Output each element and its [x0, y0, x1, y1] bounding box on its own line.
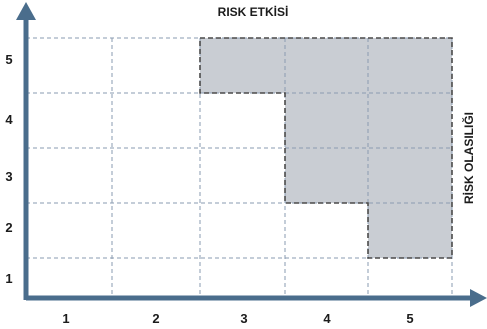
x-axis-arrow-icon [470, 289, 487, 307]
x-axis-title: RISK ETKİSİ [218, 4, 289, 19]
shaded-cell-5-4 [368, 93, 452, 148]
shaded-cell-4-5 [285, 38, 368, 93]
x-tick-3: 3 [240, 311, 247, 326]
risk-boundary-line [199, 37, 453, 259]
x-tick-4: 4 [323, 311, 331, 326]
shaded-cell-4-3 [285, 148, 368, 203]
y-axis-arrow-icon [16, 2, 36, 20]
y-tick-4: 4 [5, 112, 13, 127]
y-tick-1: 1 [5, 271, 12, 286]
x-tick-1: 1 [62, 311, 69, 326]
x-tick-5: 5 [406, 311, 413, 326]
risk-boundary [199, 37, 453, 259]
y-tick-labels: 1 2 3 4 5 [5, 52, 13, 286]
y-axis-title: RİSK OLASILIĞI [461, 112, 476, 204]
y-tick-2: 2 [5, 220, 12, 235]
shaded-region [200, 38, 452, 258]
shaded-cell-5-5 [368, 38, 452, 93]
x-tick-labels: 1 2 3 4 5 [62, 311, 413, 326]
x-tick-2: 2 [152, 311, 159, 326]
shaded-cell-3-5 [200, 38, 285, 93]
shaded-cell-5-2 [368, 203, 452, 258]
shaded-cell-4-4 [285, 93, 368, 148]
axes [16, 2, 487, 307]
y-tick-3: 3 [5, 169, 12, 184]
y-tick-5: 5 [5, 52, 12, 67]
shaded-cell-5-3 [368, 148, 452, 203]
